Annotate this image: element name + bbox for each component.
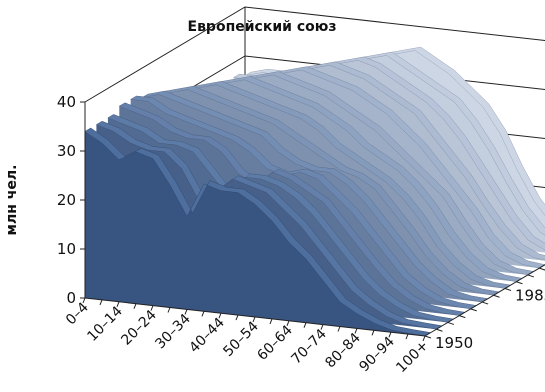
depth-tick [436, 328, 443, 332]
y-tick-label: 30 [57, 142, 76, 160]
depth-tick [459, 315, 466, 319]
x-tick [82, 297, 86, 304]
depth-tick [527, 274, 535, 278]
y-tick-label: 20 [57, 191, 76, 209]
x-tick [235, 314, 239, 321]
y-axis-label: млн чел. [4, 165, 20, 236]
x-tick [201, 311, 205, 317]
depth-tick [504, 288, 512, 291]
depth-tick [424, 335, 432, 339]
x-tick [252, 316, 256, 323]
depth-tick-label: 1985 [515, 287, 545, 305]
x-tick [354, 328, 358, 334]
x-tick [320, 324, 324, 330]
x-tick-label: 100+ [393, 338, 432, 377]
depth-tick [447, 321, 455, 325]
axes [80, 101, 545, 342]
x-tick [388, 332, 392, 338]
depth-tick [539, 267, 545, 271]
data-surfaces [84, 46, 545, 337]
x-tick-label: 90–94 [356, 334, 398, 376]
x-tick [371, 330, 375, 336]
y-tick-label: 0 [66, 289, 76, 307]
chart-title: Европейский союз [188, 19, 337, 35]
x-tick [150, 305, 154, 311]
x-tick [337, 326, 341, 332]
x-tick [269, 318, 273, 325]
x-tick [218, 313, 222, 319]
x-tick [116, 301, 120, 307]
series-face [85, 131, 425, 336]
y-tick-label: 10 [57, 240, 76, 258]
series-ridge [209, 61, 545, 261]
x-tick [286, 320, 290, 326]
depth-tick [470, 308, 477, 312]
x-tick [303, 322, 307, 328]
x-tick [405, 333, 409, 340]
x-tick [184, 309, 188, 315]
x-tick [422, 335, 426, 342]
series-ridge [199, 66, 545, 269]
x-tick [99, 299, 103, 306]
x-tick [133, 303, 137, 309]
y-tick-label: 40 [57, 93, 76, 111]
depth-tick [481, 301, 489, 305]
depth-tick [516, 281, 523, 285]
x-tick [167, 307, 171, 313]
depth-tick-label: 1950 [435, 334, 473, 352]
depth-tick [493, 294, 500, 298]
